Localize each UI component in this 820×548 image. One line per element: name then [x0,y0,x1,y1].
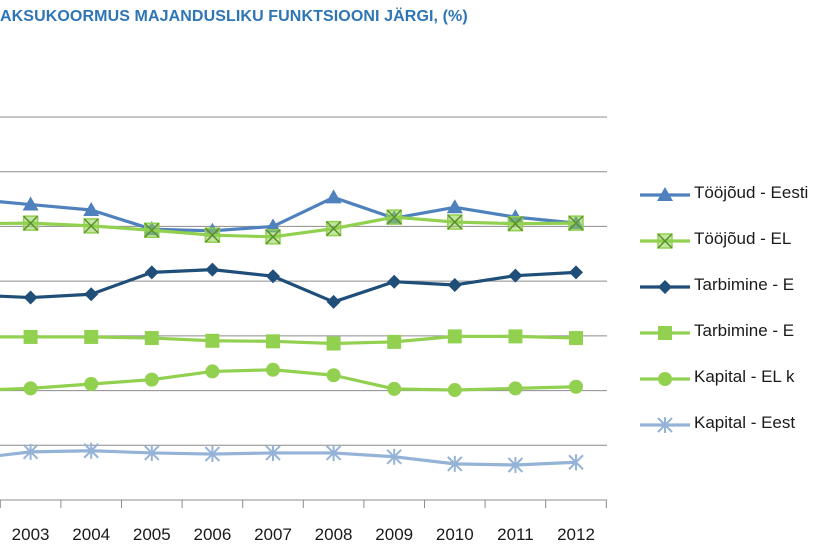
data-point-triangle [325,189,342,204]
data-point-diamond [205,262,220,277]
series-line [0,449,577,467]
data-point-star [507,456,524,473]
legend-label: Tarbimine - E [694,275,795,294]
data-point-star [265,444,281,461]
series-line [0,268,577,304]
x-tick-label: 2005 [133,525,171,544]
legend-label: Tarbimine - E [694,321,795,340]
data-point-x-box [507,215,524,232]
data-point-star [568,454,584,471]
data-point-star [447,455,463,472]
x-tick-label: 2011 [497,525,534,544]
data-point-x-box [386,209,402,225]
series-2 [0,262,583,309]
data-point-circle [84,377,99,392]
data-point-circle [144,372,159,387]
series-5 [0,442,584,473]
x-tick-label: 2012 [557,525,595,544]
data-point-square [569,331,583,346]
series-1 [0,209,584,245]
data-point-circle [205,364,220,379]
legend-swatch [640,326,690,340]
data-point-square [326,336,341,351]
data-point-square [508,329,523,344]
legend-swatch [640,187,690,201]
data-point-circle [23,381,38,396]
data-point-diamond [266,269,280,284]
chart-title: AKSUKOORMUS MAJANDUSLIKU FUNKTSIOONI JÄR… [0,8,468,25]
data-point-circle [266,362,280,377]
data-point-diamond [23,290,38,305]
legend-swatch [640,233,690,249]
data-point-star [657,417,673,433]
data-point-circle [658,372,672,386]
legend-label: Tööjõud - EL [694,229,792,248]
data-point-star [386,448,402,465]
data-point-diamond [569,265,583,280]
data-point-star [83,442,99,459]
data-point-diamond [387,274,402,289]
data-point-star [22,443,39,460]
data-point-x-box [325,220,342,237]
legend-label: Kapital - Eest [694,413,796,432]
data-point-square [658,326,672,340]
x-tick-label: 2004 [72,525,110,544]
legend-label: Kapital - EL k [694,367,795,386]
legend-swatch [640,372,690,386]
data-point-x-box [144,222,160,239]
data-point-diamond [447,277,462,292]
data-point-circle [508,381,523,396]
legend-swatch [640,417,690,433]
data-point-star [325,444,342,461]
data-point-x-box [22,215,39,231]
data-point-star [144,444,160,461]
data-point-diamond [658,280,672,294]
data-point-triangle [265,218,281,233]
x-tick-label: 2010 [436,525,474,544]
data-point-square [387,334,402,349]
x-tick-label: 2006 [193,525,231,544]
x-tick-label: 2003 [12,525,50,544]
x-tick-label: 2009 [375,525,413,544]
data-point-circle [387,381,402,396]
legend-swatch [640,280,690,294]
data-point-star [204,446,221,463]
data-point-diamond [326,294,341,309]
data-point-triangle [657,187,673,201]
series-4 [0,362,583,398]
data-point-square [23,329,38,344]
x-tick-label: 2007 [254,525,292,544]
series-lines [0,189,584,473]
data-point-circle [326,368,341,383]
data-point-x-box [447,214,463,230]
data-point-square [205,333,220,348]
gridlines [0,116,607,501]
data-point-diamond [508,268,523,283]
data-point-x-box [265,229,281,245]
data-point-x-box [657,233,673,249]
data-point-square [447,329,462,344]
data-point-x-box [568,215,584,231]
series-3 [0,329,583,351]
x-tick-label: 2008 [315,525,353,544]
x-axis-ticks: 2002200320042005200620072008200920102011… [0,500,607,544]
data-point-x-box [204,227,221,243]
data-point-diamond [84,287,99,302]
legend-label: Tööjõud - Eesti [694,183,809,202]
data-point-square [144,331,159,346]
data-point-square [84,329,99,344]
data-point-triangle [22,196,39,211]
data-point-triangle [83,202,100,217]
data-point-square [266,334,280,349]
data-point-circle [569,379,583,394]
data-point-diamond [144,265,159,280]
data-point-triangle [446,199,463,214]
data-point-x-box [83,218,99,234]
data-point-circle [447,383,462,398]
